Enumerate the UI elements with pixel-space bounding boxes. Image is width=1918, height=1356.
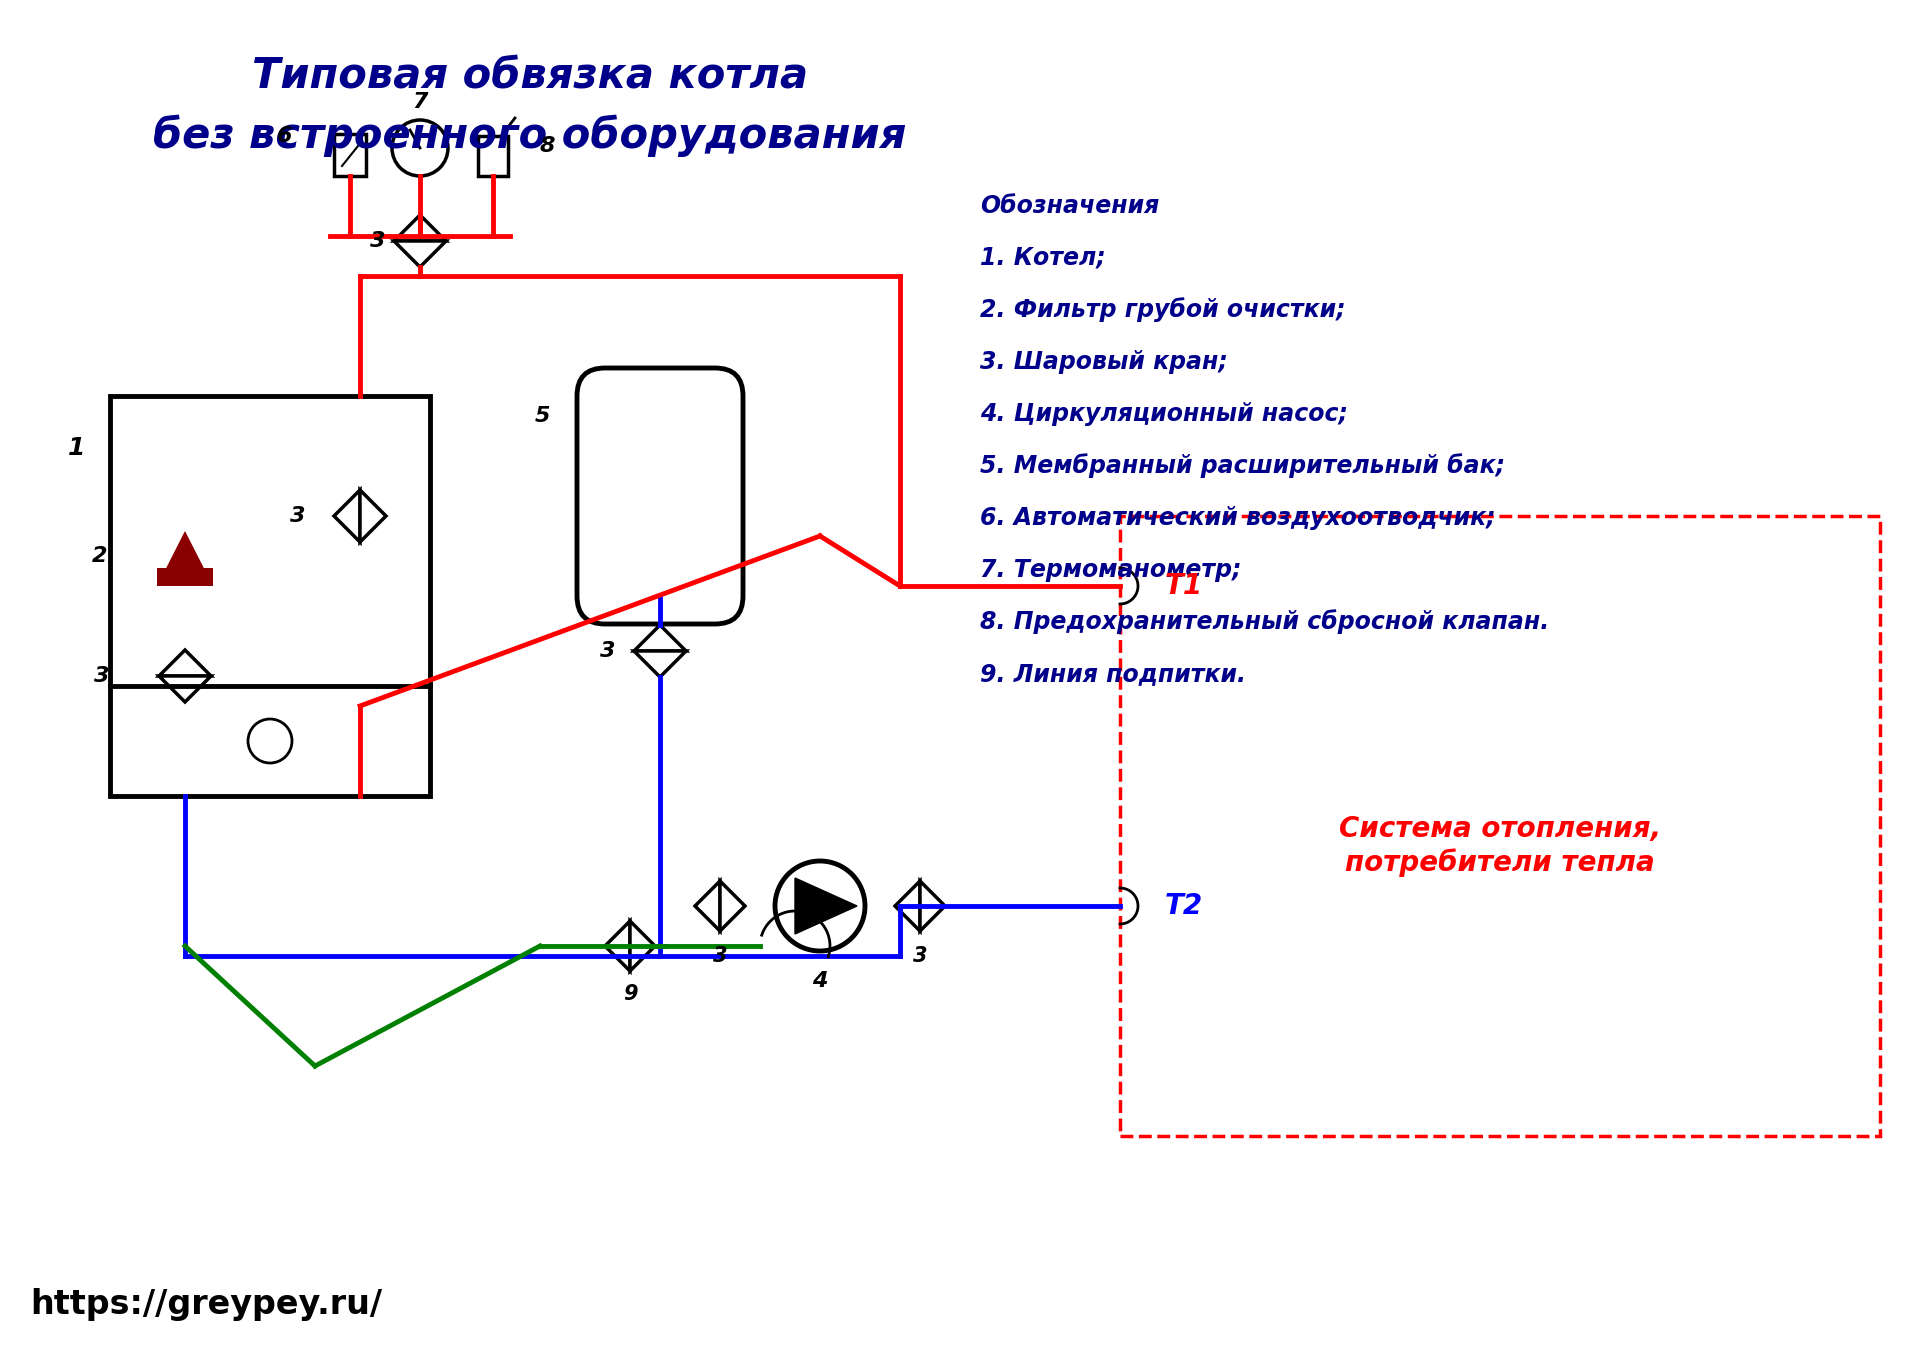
Polygon shape [896, 881, 921, 932]
FancyBboxPatch shape [577, 367, 742, 624]
Text: Т2: Т2 [1164, 892, 1203, 919]
Text: 7. Термоманометр;: 7. Термоманометр; [980, 559, 1241, 582]
Text: 3. Шаровый кран;: 3. Шаровый кран; [980, 350, 1228, 374]
Text: Обозначения: Обозначения [980, 194, 1158, 218]
Text: 3: 3 [290, 506, 305, 526]
Text: 4. Циркуляционный насос;: 4. Циркуляционный насос; [980, 401, 1348, 426]
Text: без встроенного оборудования: без встроенного оборудования [153, 115, 907, 157]
Text: 9: 9 [623, 984, 637, 1003]
Text: 1: 1 [67, 437, 84, 460]
Polygon shape [635, 651, 687, 677]
Text: 2. Фильтр грубой очистки;: 2. Фильтр грубой очистки; [980, 297, 1346, 323]
Text: 7: 7 [412, 92, 428, 113]
Circle shape [391, 119, 449, 176]
Text: Т1: Т1 [1164, 572, 1203, 599]
Polygon shape [393, 241, 447, 267]
Polygon shape [719, 881, 744, 932]
Text: 3: 3 [913, 946, 926, 965]
Text: 3: 3 [600, 641, 616, 660]
Text: 3: 3 [94, 666, 109, 686]
Text: 6. Автоматический воздухоотводчик;: 6. Автоматический воздухоотводчик; [980, 506, 1496, 530]
Text: 9. Линия подпитки.: 9. Линия подпитки. [980, 662, 1247, 686]
Bar [334, 134, 366, 176]
Text: 6: 6 [278, 126, 293, 146]
Polygon shape [159, 650, 211, 677]
Polygon shape [794, 877, 857, 934]
Polygon shape [334, 490, 361, 542]
Bar [157, 568, 213, 586]
Polygon shape [694, 881, 719, 932]
Text: 3: 3 [713, 946, 727, 965]
Circle shape [775, 861, 865, 951]
Text: Типовая обвязка котла: Типовая обвязка котла [251, 56, 807, 98]
Circle shape [247, 719, 292, 763]
Text: 8. Предохранительный сбросной клапан.: 8. Предохранительный сбросной клапан. [980, 610, 1550, 635]
Polygon shape [635, 625, 687, 651]
Text: 4: 4 [811, 971, 829, 991]
Polygon shape [921, 881, 946, 932]
Text: 5: 5 [535, 405, 550, 426]
Text: 2: 2 [92, 546, 107, 565]
Polygon shape [361, 490, 386, 542]
Polygon shape [159, 677, 211, 702]
Text: 1. Котел;: 1. Котел; [980, 245, 1107, 270]
Text: 5. Мембранный расширительный бак;: 5. Мембранный расширительный бак; [980, 454, 1506, 479]
Polygon shape [393, 216, 447, 241]
Bar [1120, 517, 1880, 1136]
Polygon shape [629, 921, 656, 971]
Text: 8: 8 [541, 136, 556, 156]
Text: Система отопления,
потребители тепла: Система отопления, потребители тепла [1339, 815, 1661, 876]
Bar [478, 136, 508, 176]
Polygon shape [157, 532, 213, 586]
Polygon shape [604, 921, 629, 971]
Text: https://greypey.ru/: https://greypey.ru/ [31, 1288, 382, 1321]
Text: 3: 3 [370, 231, 386, 251]
Bar [109, 396, 430, 796]
